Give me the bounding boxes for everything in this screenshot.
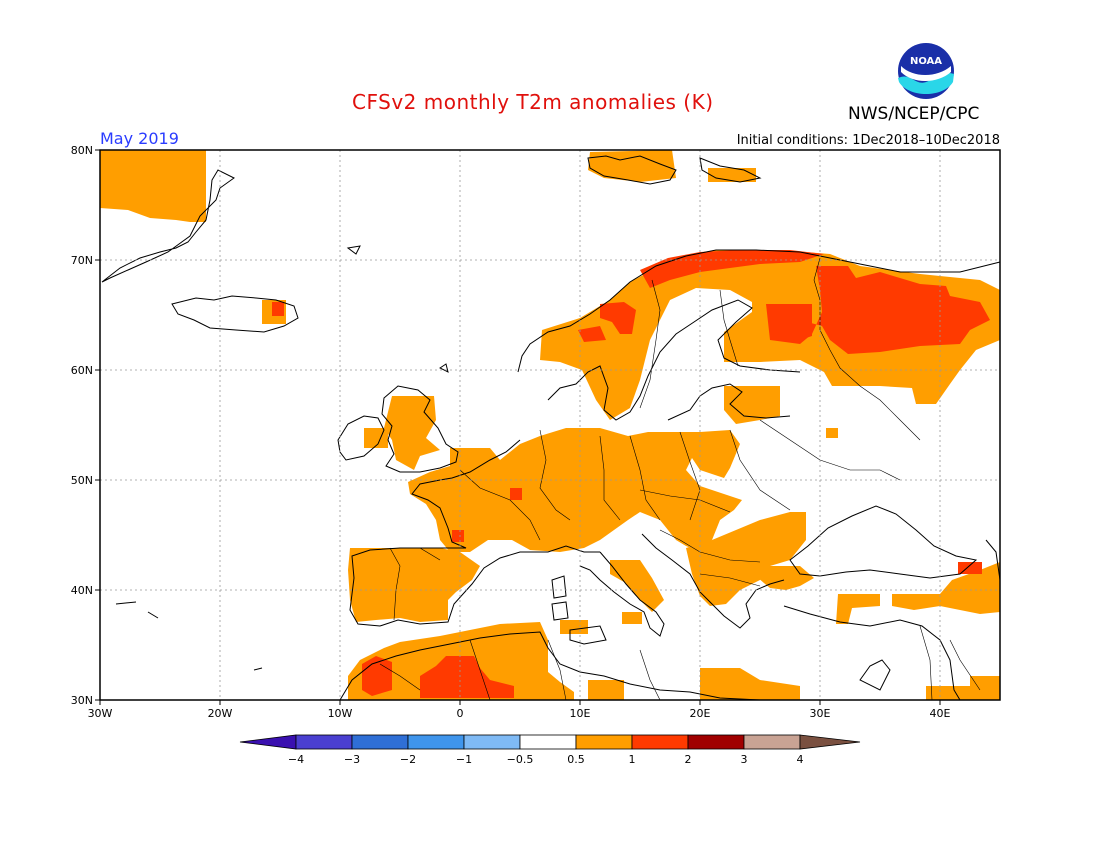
legend-label: −3: [344, 753, 360, 766]
legend-label: 1: [629, 753, 636, 766]
legend-swatch: [463, 734, 521, 750]
lon-tick-label: 10E: [570, 707, 591, 720]
lat-tick-label: 40N: [71, 584, 93, 597]
noaa-logo: NOAA: [898, 43, 954, 99]
initial-conditions: Initial conditions: 1Dec2018–10Dec2018: [736, 133, 1000, 148]
legend-label: −1: [456, 753, 472, 766]
legend-swatch: [239, 734, 297, 750]
legend-swatch: [799, 734, 861, 750]
lon-tick-label: 40E: [930, 707, 951, 720]
coastlines: [101, 155, 1001, 701]
country-borders: [379, 257, 981, 701]
legend-label: 3: [741, 753, 748, 766]
legend-swatch: [407, 734, 465, 750]
lat-tick-label: 60N: [71, 364, 93, 377]
lon-tick-label: 30E: [810, 707, 831, 720]
legend-label: 2: [685, 753, 692, 766]
lon-tick-label: 10W: [328, 707, 353, 720]
anomaly-shading-warm: [100, 150, 1000, 700]
legend-label: −0.5: [507, 753, 534, 766]
map-title: CFSv2 monthly T2m anomalies (K): [352, 90, 714, 114]
legend-label: −4: [288, 753, 304, 766]
forecast-month: May 2019: [100, 129, 179, 148]
logo-text: NOAA: [910, 56, 942, 67]
lat-tick-label: 30N: [71, 694, 93, 707]
color-legend: [239, 734, 861, 750]
legend-swatch: [351, 734, 409, 750]
legend-swatch: [519, 734, 577, 750]
legend-swatch: [575, 734, 633, 750]
axis-tick-marks: [95, 149, 941, 705]
legend-swatch: [295, 734, 353, 750]
legend-swatch: [687, 734, 745, 750]
legend-label: −2: [400, 753, 416, 766]
agency-label: NWS/NCEP/CPC: [848, 104, 980, 124]
lon-tick-label: 20E: [690, 707, 711, 720]
legend-label: 4: [797, 753, 804, 766]
map-frame: [99, 149, 1001, 701]
legend-swatch: [631, 734, 689, 750]
lat-tick-label: 50N: [71, 474, 93, 487]
lon-tick-label: 30W: [88, 707, 113, 720]
lat-tick-label: 80N: [71, 144, 93, 157]
legend-swatch: [743, 734, 801, 750]
lon-tick-label: 0: [457, 707, 464, 720]
legend-label: 0.5: [567, 753, 585, 766]
graticule: [100, 150, 1000, 700]
lat-tick-label: 70N: [71, 254, 93, 267]
lon-tick-label: 20W: [208, 707, 233, 720]
